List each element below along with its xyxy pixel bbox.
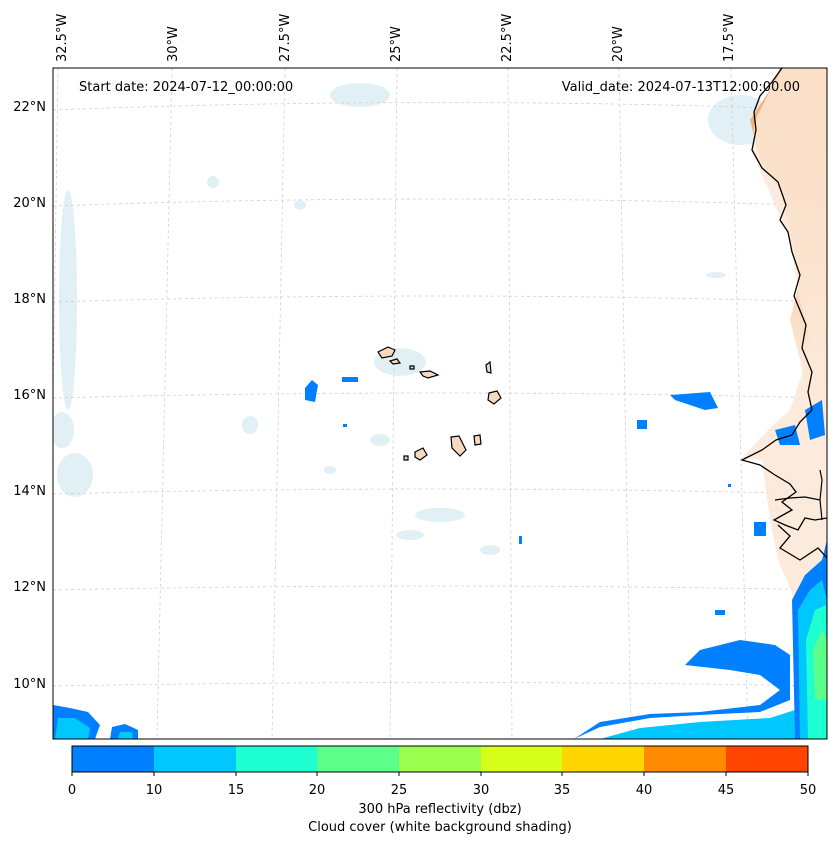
lon-label-30w: 30°W [166, 26, 181, 62]
colorbar-tick-labels: 0 10 15 20 25 30 35 40 45 50 [68, 783, 816, 798]
start-date-annotation: Start date: 2024-07-12_00:00:00 [79, 80, 293, 95]
colorbar-bin-0-10 [72, 746, 154, 772]
longitude-labels: 32.5°W 30°W 27.5°W 25°W 22.5°W 20°W 17.5… [55, 14, 737, 62]
cloud-cover-shading [53, 83, 772, 555]
colorbar-tick-30: 30 [473, 783, 490, 798]
lat-label-22n: 22°N [13, 100, 46, 115]
gridlines [53, 68, 827, 739]
valid-date-annotation: Valid_date: 2024-07-13T12:00:00.00 [562, 80, 800, 95]
colorbar-tick-25: 25 [391, 783, 408, 798]
lat-label-14n: 14°N [13, 484, 46, 499]
africa-coastline [740, 68, 827, 561]
colorbar-tick-15: 15 [228, 783, 245, 798]
west-africa-land [742, 68, 827, 739]
colorbar-bin-20-25 [317, 746, 399, 772]
colorbar-frame [71, 745, 809, 773]
colorbar-bin-15-20 [236, 746, 317, 772]
colorbar-tick-0: 0 [68, 783, 76, 798]
colorbar-tick-20: 20 [309, 783, 326, 798]
colorbar-label: 300 hPa reflectivity (dbz) [358, 802, 521, 817]
lat-label-20n: 20°N [13, 196, 46, 211]
cape-verde-islands [377, 346, 502, 461]
lat-label-16n: 16°N [13, 388, 46, 403]
colorbar-tick-marks [71, 772, 809, 776]
colorbar-bin-40-45 [644, 746, 726, 772]
colorbar-sublabel: Cloud cover (white background shading) [308, 820, 572, 835]
colorbar-bin-35-40 [562, 746, 644, 772]
colorbar-bin-10-15 [154, 746, 236, 772]
lat-label-12n: 12°N [13, 580, 46, 595]
colorbar-tick-35: 35 [554, 783, 571, 798]
lon-label-32-5w: 32.5°W [55, 14, 70, 62]
lon-label-25w: 25°W [389, 26, 404, 62]
lon-label-20w: 20°W [611, 26, 626, 62]
colorbar-tick-50: 50 [800, 783, 817, 798]
lon-label-27-5w: 27.5°W [278, 14, 293, 62]
lon-label-17-5w: 17.5°W [722, 14, 737, 62]
map-frame [52, 67, 828, 740]
latitude-labels: 22°N 20°N 18°N 16°N 14°N 12°N 10°N [13, 100, 46, 692]
lat-label-18n: 18°N [13, 292, 46, 307]
lat-label-10n: 10°N [13, 677, 46, 692]
colorbar-tick-10: 10 [146, 783, 163, 798]
gambia-border [774, 469, 823, 521]
colorbar-tick-40: 40 [636, 783, 653, 798]
map-panel [53, 68, 827, 739]
reflectivity-patches [53, 377, 827, 739]
colorbar-tick-45: 45 [718, 783, 735, 798]
lon-label-22-5w: 22.5°W [500, 14, 515, 62]
colorbar-bin-25-30 [399, 746, 481, 772]
colorbar: 0 10 15 20 25 30 35 40 45 50 300 hPa ref… [68, 745, 816, 835]
colorbar-bin-45-50 [726, 746, 808, 772]
colorbar-bin-30-35 [481, 746, 562, 772]
